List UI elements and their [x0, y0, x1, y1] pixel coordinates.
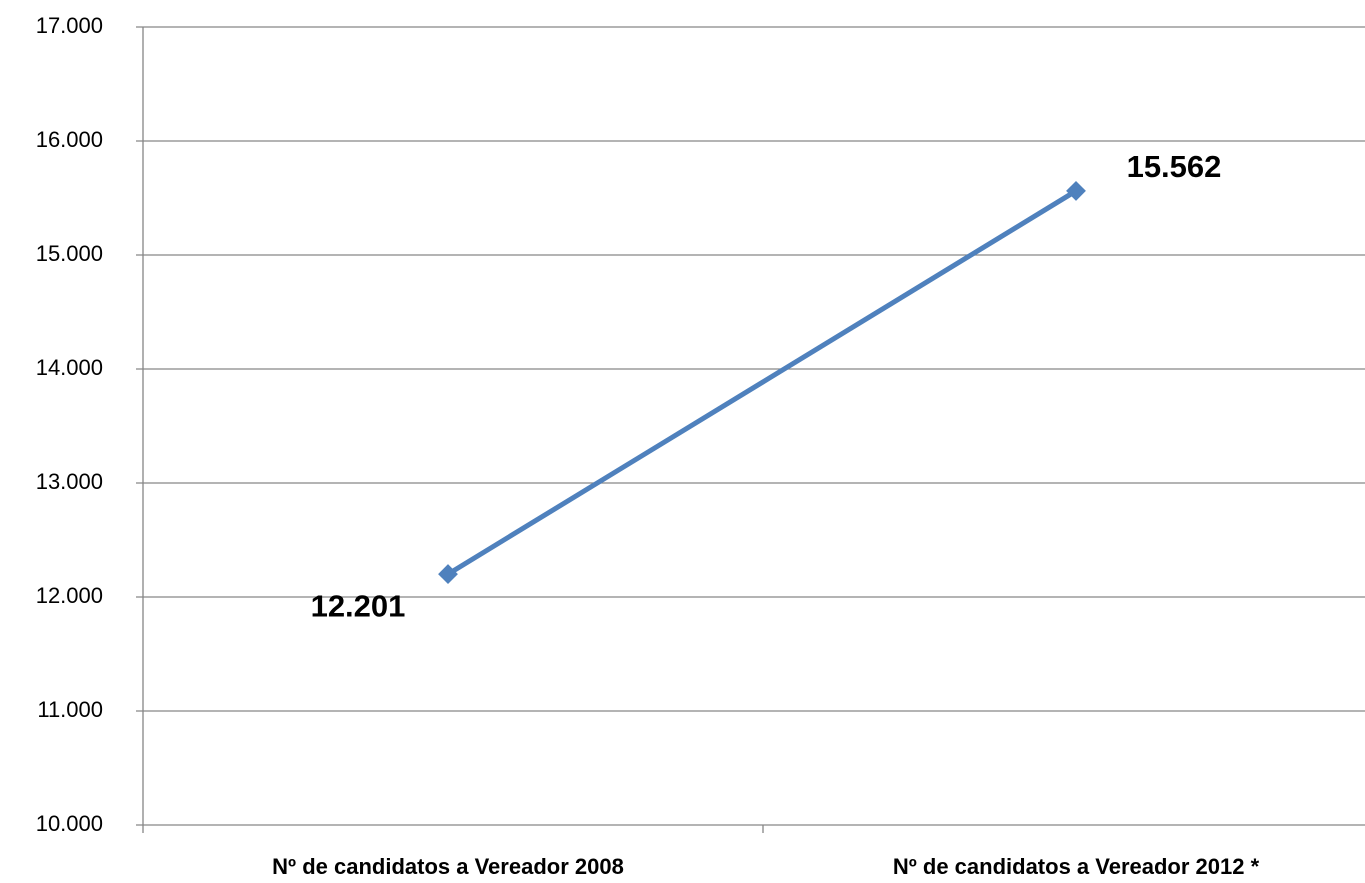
marker [438, 564, 458, 584]
y-tick-label: 17.000 [36, 13, 103, 38]
line [446, 188, 1078, 577]
y-tick-label: 12.000 [36, 583, 103, 608]
data-label: 12.201 [311, 588, 406, 623]
y-tick-label: 15.000 [36, 241, 103, 266]
x-tick-label: Nº de candidatos a Vereador 2012 * [893, 854, 1260, 878]
marker [1066, 181, 1086, 201]
y-tick-label: 13.000 [36, 469, 103, 494]
y-tick-label: 11.000 [37, 697, 103, 722]
y-tick-label: 10.000 [36, 811, 103, 836]
x-tick-label: Nº de candidatos a Vereador 2008 [272, 854, 624, 878]
y-tick-label: 14.000 [36, 355, 103, 380]
data-label: 15.562 [1127, 149, 1222, 184]
y-tick-label: 16.000 [36, 127, 103, 152]
